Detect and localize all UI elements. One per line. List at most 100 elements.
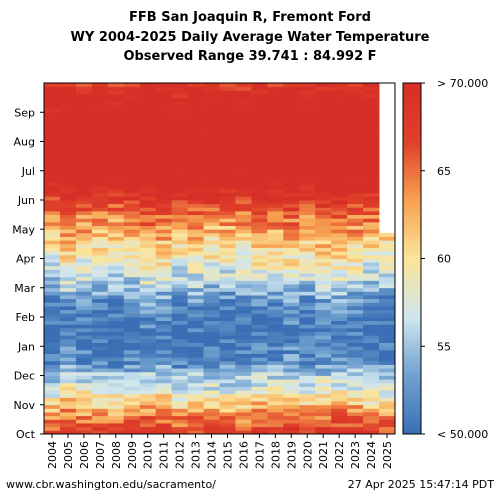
heatmap-cell (187, 302, 204, 307)
heatmap-cell (219, 390, 236, 395)
heatmap-cell (59, 423, 77, 428)
heatmap-cell (315, 295, 332, 300)
heatmap-cell (251, 141, 268, 146)
heatmap-cell (347, 324, 364, 329)
heatmap-cell (44, 207, 61, 212)
heatmap-cell (219, 247, 236, 252)
heatmap-cell (91, 86, 109, 91)
heatmap-cell (299, 382, 316, 387)
colorbar-segment (403, 128, 421, 133)
heatmap-cell (155, 181, 173, 186)
heatmap-cell (379, 276, 396, 281)
heatmap-cell (155, 309, 173, 314)
heatmap-cell (267, 134, 284, 139)
y-tick-label: Dec (14, 370, 35, 383)
x-tick-label: 2016 (237, 441, 250, 469)
heatmap-cell (44, 357, 61, 362)
source-url[interactable]: www.cbr.washington.edu/sacramento/ (6, 478, 216, 491)
heatmap-cell (59, 306, 77, 311)
heatmap-cell (123, 126, 141, 131)
heatmap-cell (187, 170, 204, 175)
heatmap-cell (123, 134, 141, 139)
heatmap-cell (331, 254, 348, 259)
heatmap-cell (283, 126, 300, 131)
heatmap-cell (347, 251, 364, 256)
heatmap-cell (315, 207, 332, 212)
heatmap-cell (283, 104, 300, 109)
heatmap-cell (379, 430, 396, 435)
heatmap-cell (347, 207, 364, 212)
heatmap-cell (315, 357, 332, 362)
heatmap-cell (187, 298, 204, 303)
heatmap-cell (107, 200, 125, 205)
heatmap-cell (331, 342, 348, 347)
heatmap-cell (267, 262, 284, 267)
heatmap-cell (299, 112, 316, 117)
heatmap-cell (315, 225, 332, 230)
heatmap-cell (219, 364, 236, 369)
heatmap-cell (107, 181, 125, 186)
heatmap-cell (155, 156, 173, 161)
heatmap-cell (187, 295, 204, 300)
heatmap-cell (155, 393, 173, 398)
heatmap-cell (139, 327, 157, 333)
heatmap-cell (203, 108, 220, 113)
heatmap-cell (235, 291, 252, 296)
heatmap-cell (203, 262, 220, 267)
heatmap-cell (171, 108, 188, 113)
heatmap-cell (155, 83, 173, 88)
heatmap-cell (75, 280, 93, 285)
heatmap-cell (347, 273, 364, 278)
heatmap-cell (75, 130, 93, 135)
heatmap-cell (123, 192, 141, 197)
heatmap-cell (363, 189, 380, 194)
heatmap-cell (155, 375, 173, 380)
colorbar-segment (403, 97, 421, 101)
colorbar-segment (403, 167, 421, 172)
heatmap-cell (171, 415, 188, 420)
heatmap-cell (267, 291, 284, 296)
heatmap-cell (363, 207, 380, 212)
x-tick-label: 2017 (253, 441, 266, 469)
heatmap-cell (75, 386, 93, 391)
heatmap-cell (91, 335, 109, 340)
heatmap-cell (251, 295, 268, 300)
heatmap-cell (219, 130, 236, 135)
heatmap-cell (267, 360, 284, 365)
heatmap-cell (363, 240, 380, 245)
heatmap-cell (91, 210, 109, 216)
heatmap-cell (59, 357, 77, 362)
heatmap-cell (379, 320, 396, 325)
observed-range: Observed Range 39.741 : 84.992 F (123, 49, 377, 64)
heatmap-cell (315, 126, 332, 131)
heatmap-cell (139, 401, 157, 406)
heatmap-cell (155, 145, 173, 150)
heatmap-cell (219, 404, 236, 409)
heatmap-cell (219, 415, 236, 420)
heatmap-cell (267, 243, 284, 248)
heatmap-cell (299, 375, 316, 380)
heatmap-cell (123, 368, 141, 373)
heatmap-cell (315, 353, 332, 358)
heatmap-cell (107, 346, 125, 351)
heatmap-cell (107, 207, 125, 212)
heatmap-cell (331, 357, 348, 362)
heatmap-cell (363, 393, 380, 398)
heatmap-cell (219, 313, 236, 318)
heatmap-cell (379, 324, 396, 329)
heatmap-cell (363, 276, 380, 281)
heatmap-cell (44, 236, 61, 241)
heatmap-cell (123, 200, 141, 205)
heatmap-cell (171, 97, 188, 102)
heatmap-cell (267, 273, 284, 278)
heatmap-cell (107, 196, 125, 201)
heatmap-cell (91, 309, 109, 314)
heatmap-cell (203, 284, 220, 289)
heatmap-cell (171, 412, 188, 417)
heatmap-cell (235, 317, 252, 322)
heatmap-cell (379, 408, 396, 413)
heatmap-cell (251, 203, 268, 208)
heatmap-cell (203, 119, 220, 124)
heatmap-cell (251, 200, 268, 205)
heatmap-cell (283, 86, 300, 91)
